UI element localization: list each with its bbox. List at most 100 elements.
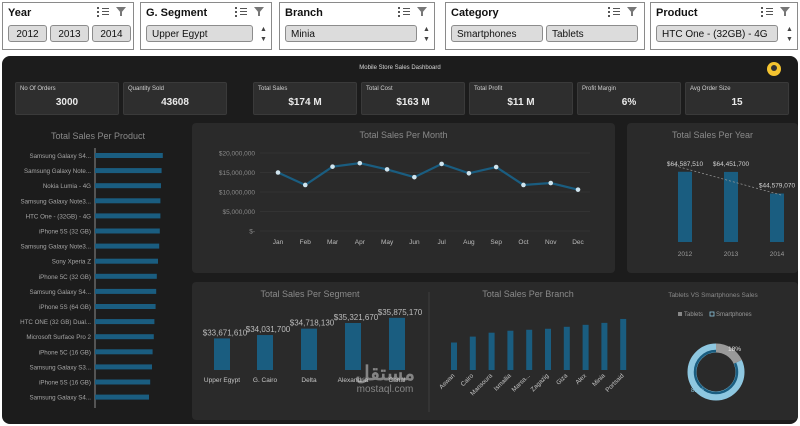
- branch-x-label: Minia: [591, 372, 607, 388]
- legend-swatch-smartphones: [709, 311, 715, 317]
- kpi-sales-value: $174 M: [288, 97, 322, 108]
- segment-x-label: G. Cairo: [253, 377, 278, 384]
- product-bar: [95, 319, 155, 325]
- month-point: [357, 160, 363, 166]
- month-point: [548, 180, 554, 186]
- month-point: [412, 174, 417, 180]
- product-slicer: Product HTC One - (32GB) - 4G ▲ ▼: [650, 2, 798, 50]
- month-x-label: Jun: [409, 239, 420, 246]
- year-chart-title: Total Sales Per Year: [671, 130, 754, 140]
- dashboard-title: Mobile Store Sales Dashboard: [359, 65, 441, 71]
- multi-select-icon[interactable]: [97, 7, 109, 17]
- month-y-tick: $-: [249, 229, 255, 236]
- product-label: Samsung Galaxy S4...: [29, 395, 91, 402]
- product-chart-panel: Total Sales Per Product Samsung Galaxy S…: [8, 124, 188, 418]
- product-bar: [95, 288, 157, 294]
- month-point: [275, 170, 281, 175]
- segment-chart-title: Total Sales Per Segment: [260, 289, 360, 299]
- month-chart-panel: Total Sales Per Month $- $5,000,000 $10,00…: [192, 123, 615, 273]
- branch-bar: [545, 328, 551, 370]
- month-point: [521, 182, 526, 188]
- category-item-tablets[interactable]: Tablets: [546, 25, 638, 42]
- branch-slicer-title: Branch: [285, 7, 323, 19]
- product-label: iPhone 5S (32 GB): [39, 229, 91, 236]
- branch-item-minia[interactable]: Minia: [285, 25, 417, 42]
- product-label: HTC ONE (32 GB) Dual...: [20, 319, 91, 326]
- clear-filter-icon[interactable]: [627, 7, 638, 17]
- segment-data-label: $35,321,670: [334, 313, 379, 322]
- product-bar: [95, 273, 157, 279]
- donut-label-smartphones: 82%: [691, 387, 704, 394]
- year-item-2014[interactable]: 2014: [92, 25, 131, 42]
- kpi-quantity-value: 43608: [161, 97, 189, 108]
- month-x-label: Nov: [545, 239, 557, 246]
- kpi-profit-label: Total Profit: [474, 86, 503, 92]
- multi-select-icon[interactable]: [398, 7, 410, 17]
- month-point: [384, 167, 390, 172]
- segment-bar: [214, 338, 230, 370]
- branch-x-label: Zagazig: [530, 372, 551, 393]
- product-bar: [95, 258, 158, 264]
- product-bar: [95, 183, 161, 189]
- year-trendline: [674, 165, 784, 196]
- watermark-arabic: مستقل: [355, 363, 415, 385]
- multi-select-icon[interactable]: [235, 7, 247, 17]
- month-x-label: Sep: [490, 239, 502, 246]
- kpi-orders-label: No Of Orders: [20, 86, 56, 92]
- branch-bar: [507, 330, 514, 370]
- branch-bar: [601, 322, 608, 370]
- year-chart: $64,587,510 2012 $64,451,700 2013 $44,579,07…: [667, 161, 796, 258]
- branch-bar: [563, 326, 570, 370]
- month-x-label: Jan: [273, 239, 284, 246]
- clear-filter-icon[interactable]: [780, 7, 791, 17]
- segment-bar: [389, 317, 405, 370]
- segment-bar: [257, 335, 273, 370]
- branch-bar: [526, 329, 533, 370]
- segment-x-label: Upper Egypt: [204, 377, 240, 384]
- segment-item-upper-egypt[interactable]: Upper Egypt: [146, 25, 253, 42]
- kpi-avg-order-label: Avg Order Size: [690, 86, 731, 92]
- month-chart-title: Total Sales Per Month: [359, 130, 448, 140]
- kpi-orders: No Of Orders 3000: [15, 82, 119, 115]
- clear-filter-icon[interactable]: [417, 7, 428, 17]
- year-slicer: Year 2012 2013 2014: [2, 2, 134, 50]
- year-item-2012[interactable]: 2012: [8, 25, 47, 42]
- kpi-quantity-label: Quantity Sold: [128, 86, 165, 92]
- segment-scrollbar[interactable]: ▲ ▼: [260, 26, 267, 43]
- product-slicer-title: Product: [656, 7, 698, 19]
- month-x-label: Oct: [518, 239, 528, 246]
- year-x-label: 2014: [770, 251, 785, 258]
- multi-select-icon[interactable]: [761, 7, 773, 17]
- branch-x-label: Portsaid: [604, 372, 626, 394]
- product-label: Samsung Galaxy Note...: [24, 168, 91, 175]
- segment-data-label: $33,671,610: [203, 328, 248, 337]
- product-chart-title: Total Sales Per Product: [50, 131, 146, 141]
- clear-filter-icon[interactable]: [254, 7, 265, 17]
- month-point: [302, 182, 308, 188]
- month-point: [575, 187, 581, 192]
- product-label: Samsung Galaxy Note3...: [20, 198, 91, 205]
- product-label: iPhone 5C (16 GB): [39, 349, 91, 356]
- product-bar: [95, 379, 151, 385]
- category-item-smartphones[interactable]: Smartphones: [451, 25, 543, 42]
- branch-x-label: Alex: [574, 372, 588, 386]
- product-label: iPhone 5S (16 GB): [39, 380, 91, 387]
- month-x-label: Mar: [327, 239, 339, 246]
- product-item-htc-one[interactable]: HTC One - (32GB) - 4G: [656, 25, 778, 42]
- branch-bar: [469, 336, 476, 370]
- branch-x-label: Marsa...: [511, 372, 532, 393]
- multi-select-icon[interactable]: [608, 7, 620, 17]
- month-x-label: May: [381, 239, 394, 246]
- product-label: Samsung Galaxy S3...: [29, 364, 91, 371]
- clear-filter-icon[interactable]: [116, 7, 127, 17]
- branch-x-label: Giza: [555, 372, 569, 386]
- year-slicer-title: Year: [8, 7, 32, 19]
- kpi-cost: Total Cost $163 M: [361, 82, 465, 115]
- branch-bar: [488, 332, 495, 370]
- branch-x-label: Aswan: [438, 372, 457, 391]
- kpi-quantity: Quantity Sold 43608: [123, 82, 227, 115]
- year-item-2013[interactable]: 2013: [50, 25, 89, 42]
- branch-scrollbar[interactable]: ▲ ▼: [423, 26, 430, 43]
- product-scrollbar[interactable]: ▲ ▼: [786, 26, 793, 43]
- month-y-tick: $10,000,000: [219, 190, 256, 197]
